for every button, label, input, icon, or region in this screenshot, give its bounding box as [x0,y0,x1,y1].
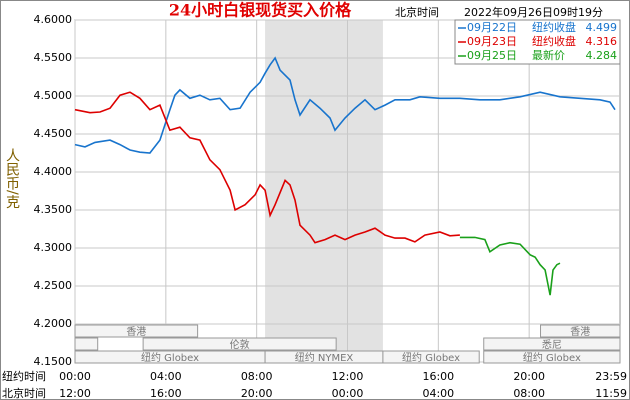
legend-label: 纽约收盘 [532,20,576,34]
legend-box [454,19,621,65]
x-tick-label: 16:00 [422,370,454,383]
session-box [142,337,337,351]
subtitle-label: 北京时间 [395,5,439,19]
shaded-session [265,20,383,362]
subtitle: 2022年09月26日09时19分 [464,5,603,19]
session-box [483,337,621,351]
session-box [540,324,621,338]
x-tick-label: 12:00 [59,387,91,400]
session-box [74,324,199,338]
y-tick-label: 4.3000 [34,241,73,254]
session-label: 纽约 Globex [402,351,460,364]
legend-label: 纽约收盘 [532,34,576,48]
x-tick-label: 20:00 [241,387,273,400]
legend-label: 最新价 [532,48,565,62]
x-tick-label: 08:00 [513,387,545,400]
x-tick-label: 00:00 [59,370,91,383]
session-label: 纽约 NYMEX [295,351,354,364]
y-tick-label: 4.1500 [34,355,73,368]
chart-title: 24小时白银现货买入价格 [169,1,352,20]
x-tick-label: 00:00 [332,387,364,400]
legend-value: 4.499 [586,21,618,34]
legend-name: 09月22日 [467,21,517,34]
x-tick-label: 23:59 [595,370,627,383]
x-tick-label: 08:00 [241,370,273,383]
y-axis-label: 人民币/克 [4,148,20,210]
legend-name: 09月23日 [467,35,517,48]
x-axis-label: 纽约时间 [2,369,46,383]
session-box [483,350,621,364]
x-tick-label: 12:00 [332,370,364,383]
session-label: 悉尼 [542,339,562,351]
y-tick-label: 4.6000 [34,13,73,26]
y-tick-label: 4.5500 [34,51,73,64]
session-label: 伦敦 [230,338,250,351]
series-line [74,56,616,154]
x-tick-label: 16:00 [150,387,182,400]
y-tick-label: 4.2500 [34,279,73,292]
session-box [382,350,480,364]
legend-value: 4.316 [586,35,618,48]
series-line [459,236,561,296]
legend-name: 09月25日 [467,49,517,62]
x-tick-label: 20:00 [513,370,545,383]
x-tick-label: 04:00 [150,370,182,383]
y-tick-label: 4.3500 [34,203,73,216]
x-tick-label: 04:00 [422,387,454,400]
series-line [74,91,460,244]
session-label: 香港 [570,326,590,338]
session-label: 纽约 Globex [523,351,581,364]
session-label: 香港 [126,326,146,338]
x-axis-label: 北京时间 [2,386,46,400]
legend-value: 4.284 [586,49,618,62]
session-box [74,337,99,351]
x-tick-label: 11:59 [595,387,627,400]
y-tick-label: 4.5000 [34,89,73,102]
y-tick-label: 4.2000 [34,317,73,330]
session-label: 纽约 Globex [141,351,199,364]
y-tick-label: 4.4500 [34,127,73,140]
y-tick-label: 4.4000 [34,165,73,178]
